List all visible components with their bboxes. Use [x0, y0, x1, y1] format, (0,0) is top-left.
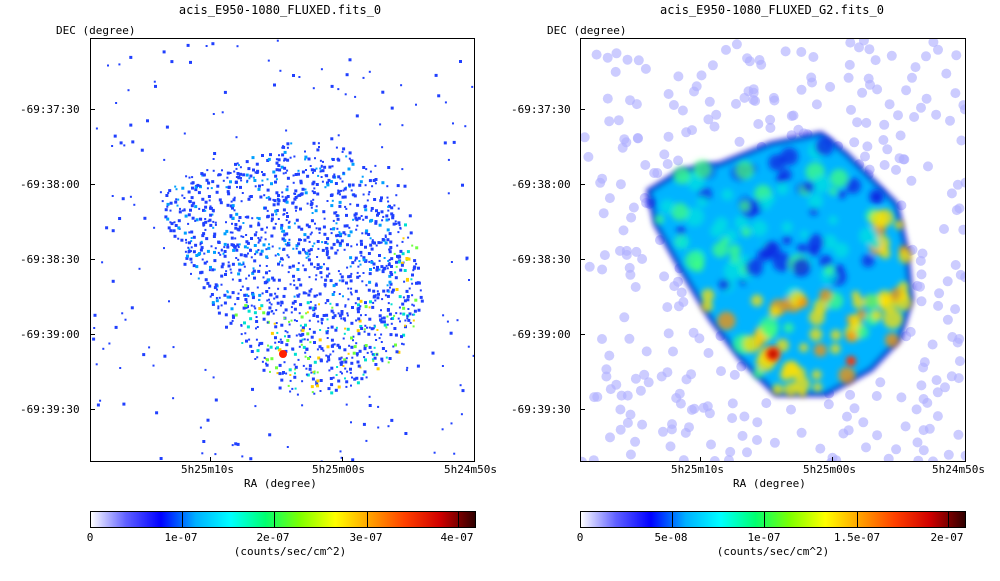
left-colorbar-tick: 3e-07	[349, 531, 383, 544]
left-y-axis-title: DEC (degree)	[56, 24, 136, 37]
left-ytick-label: -69:37:30	[20, 103, 80, 116]
right-panel-title: acis_E950-1080_FLUXED_G2.fits_0	[660, 3, 884, 17]
right-colorbar-tick: 0	[576, 531, 584, 544]
left-colorbar-units: (counts/sec/cm^2)	[233, 545, 347, 558]
right-xtick-label: 5h24m50s	[932, 463, 985, 476]
right-x-axis-title: RA (degree)	[733, 477, 806, 490]
left-ytick-label: -69:38:00	[20, 178, 80, 191]
left-colorbar	[90, 511, 476, 528]
right-ytick-label: -69:39:30	[511, 403, 571, 416]
left-image-frame[interactable]	[90, 38, 475, 462]
right-colorbar-units: (counts/sec/cm^2)	[716, 545, 830, 558]
right-colorbar	[580, 511, 966, 528]
left-colorbar-tick: 0	[86, 531, 94, 544]
right-ytick-label: -69:38:00	[511, 178, 571, 191]
left-ytick-label: -69:38:30	[20, 253, 80, 266]
right-ytick-label: -69:38:30	[511, 253, 571, 266]
right-ytick-label: -69:37:30	[511, 103, 571, 116]
left-panel-title: acis_E950-1080_FLUXED.fits_0	[178, 3, 382, 17]
left-ytick-label: -69:39:30	[20, 403, 80, 416]
right-xtick-label: 5h25m10s	[671, 463, 724, 476]
right-colorbar-tick: 5e-08	[654, 531, 688, 544]
left-colorbar-tick: 4e-07	[440, 531, 474, 544]
left-colorbar-tick: 2e-07	[256, 531, 290, 544]
right-ytick-label: -69:39:00	[511, 328, 571, 341]
right-xtick-label: 5h25m00s	[803, 463, 856, 476]
left-sky-image	[92, 39, 474, 461]
left-ytick-label: -69:39:00	[20, 328, 80, 341]
right-image-frame[interactable]	[580, 38, 966, 462]
left-x-axis-title: RA (degree)	[244, 477, 317, 490]
right-sky-image	[581, 39, 965, 461]
left-colorbar-tick: 1e-07	[164, 531, 198, 544]
right-colorbar-tick: 1.5e-07	[833, 531, 881, 544]
left-xtick-label: 5h25m00s	[312, 463, 365, 476]
right-y-axis-title: DEC (degree)	[547, 24, 627, 37]
left-xtick-label: 5h24m50s	[444, 463, 497, 476]
right-colorbar-tick: 2e-07	[930, 531, 964, 544]
right-colorbar-tick: 1e-07	[747, 531, 781, 544]
left-xtick-label: 5h25m10s	[181, 463, 234, 476]
